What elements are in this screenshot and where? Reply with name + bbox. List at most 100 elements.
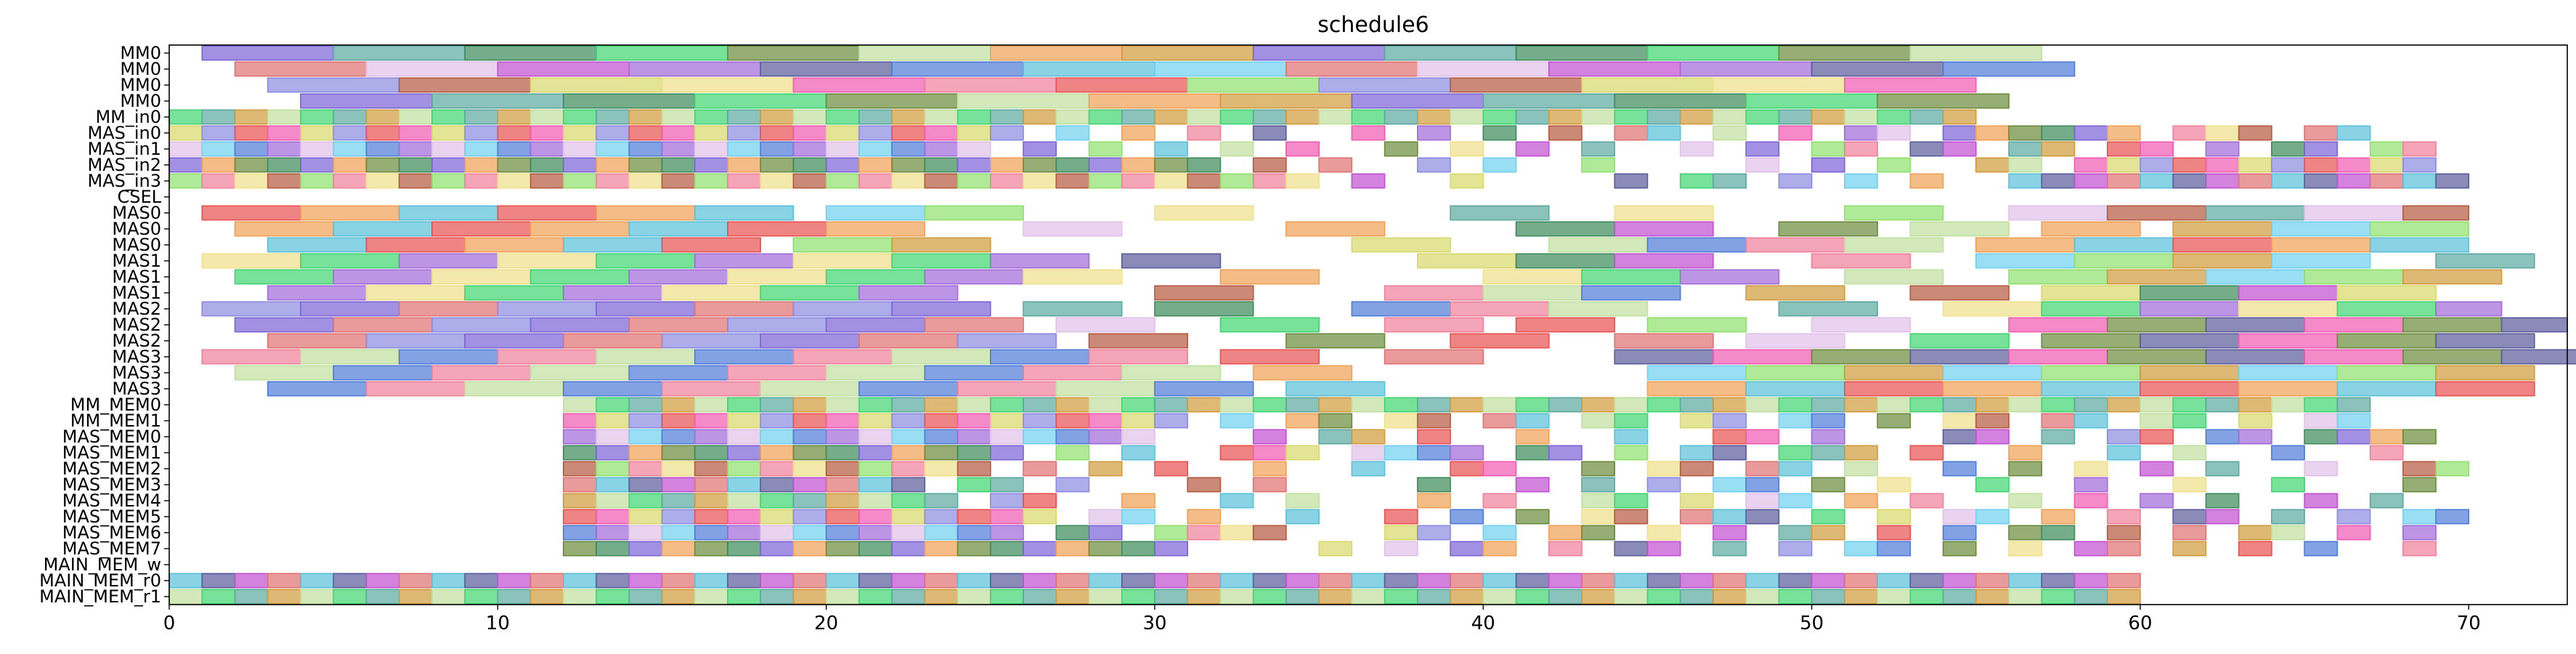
gantt-bar [562,493,597,509]
gantt-bar [562,397,597,413]
gantt-bar [2304,317,2404,333]
gantt-bar [596,301,696,317]
gantt-bar [398,349,499,365]
gantt-bar [1548,397,1582,413]
gantt-bar [365,589,400,605]
gantt-bar [825,573,860,589]
gantt-bar [1745,157,1780,173]
gantt-bar [1515,445,1550,461]
gantt-bar [924,493,959,509]
gantt-bar [497,61,630,77]
gantt-bar [365,173,400,189]
gantt-bar [1712,589,1747,605]
gantt-bar [1450,397,1484,413]
gantt-bar [300,301,400,317]
gantt-bar [1384,349,1484,365]
gantt-bar [924,397,959,413]
gantt-bar [990,477,1024,493]
gantt-bar [2500,349,2576,365]
gantt-bar [825,493,860,509]
gantt-bar [2271,397,2305,413]
gantt-bar [1614,493,1649,509]
gantt-bar [1187,397,1222,413]
gantt-bar [1450,205,1550,221]
gantt-bar [497,253,597,269]
gantt-bar [760,109,795,125]
gantt-bar [825,541,860,557]
gantt-bar [1023,301,1123,317]
gantt-bar [2140,461,2174,477]
gantt-bar [398,589,433,605]
gantt-bar [990,541,1024,557]
gantt-bar [1844,109,1878,125]
gantt-bar [1548,445,1582,461]
gantt-bar [300,173,334,189]
gantt-bar [891,253,991,269]
gantt-bar [398,205,499,221]
gantt-bar [825,317,926,333]
gantt-bar [858,541,893,557]
gantt-bar [2304,349,2404,365]
gantt-bar [1975,125,2010,141]
x-tick-label: 0 [163,613,176,634]
gantt-bar [2140,493,2174,509]
gantt-bar [398,173,433,189]
gantt-bar [1285,589,1320,605]
gantt-bar [924,541,959,557]
gantt-bar [1252,45,1386,61]
gantt-bar [365,61,499,77]
gantt-bar [1417,125,1451,141]
gantt-bar [365,237,466,253]
gantt-bar [267,77,400,93]
gantt-bar [464,173,499,189]
gantt-bar [1219,173,1254,189]
gantt-bar [1023,173,1057,189]
gantt-bar [596,493,630,509]
gantt-bar [1909,397,1944,413]
gantt-bar [1154,589,1189,605]
gantt-bar [1187,77,1320,93]
gantt-bar [1154,173,1189,189]
gantt-bar [1811,141,1845,157]
gantt-bar [1482,573,1517,589]
gantt-bar [1778,397,1813,413]
gantt-bar [661,381,761,397]
gantt-bar [2172,397,2207,413]
gantt-bar [1942,381,2043,397]
gantt-bar [628,317,728,333]
gantt-bar [1909,109,1944,125]
gantt-bar [792,109,827,125]
gantt-bar [1548,109,1582,125]
gantt-bar [661,541,696,557]
gantt-bar [497,141,532,157]
gantt-bar [2271,141,2305,157]
gantt-bar [2140,301,2240,317]
gantt-bar [1384,541,1418,557]
gantt-bar [2369,173,2404,189]
gantt-bar [1515,45,1649,61]
gantt-bar [1745,109,1780,125]
gantt-bar [858,413,893,429]
gantt-bar [2304,397,2339,413]
gantt-bar [1285,61,1418,77]
gantt-bar [1745,493,1780,509]
y-tick-label: MAS_in0 [87,123,161,143]
gantt-bar [2238,301,2339,317]
gantt-bar [924,109,959,125]
gantt-bar [201,573,236,589]
gantt-bar [2041,125,2076,141]
gantt-bar [1121,45,1254,61]
gantt-bar [1646,109,1681,125]
gantt-bar [956,157,991,173]
gantt-bar [1121,509,1155,525]
gantt-bar [1318,589,1353,605]
gantt-bar [333,221,433,237]
gantt-bar [1515,141,1550,157]
gantt-bar [431,221,532,237]
x-tick-label: 60 [2128,613,2152,634]
gantt-bar [1285,413,1320,429]
gantt-bar [1055,525,1090,541]
gantt-bar [1285,509,1320,525]
gantt-bar [661,493,696,509]
gantt-bar [1482,413,1517,429]
